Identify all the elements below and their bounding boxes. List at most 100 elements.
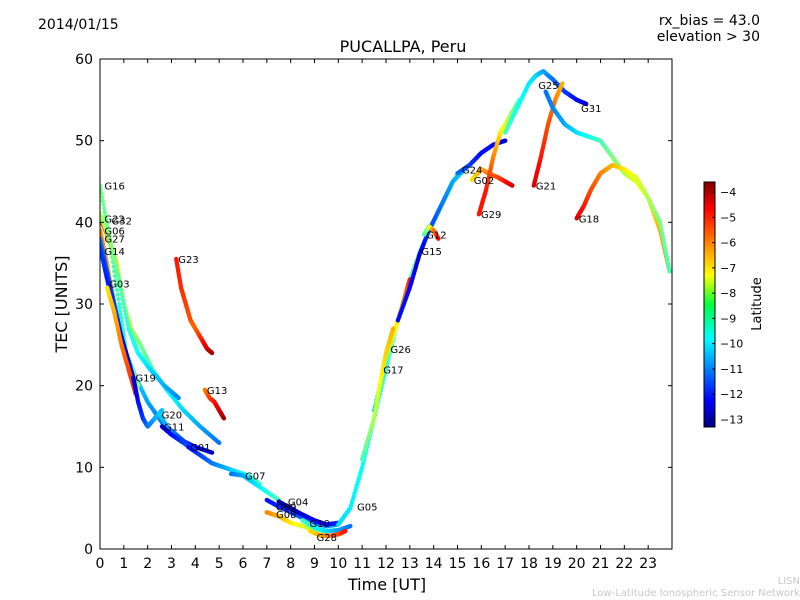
- colorbar-ticks: −4 −5 −6 −7 −8 −9 −10 −11 −12 −13: [712, 186, 743, 426]
- data-point: [221, 416, 227, 421]
- colorbar-label: Latitude: [750, 277, 765, 331]
- data-point: [662, 241, 667, 246]
- series-g01: [186, 444, 262, 486]
- x-tick-label: 10: [329, 556, 347, 572]
- series-g15: [395, 167, 467, 323]
- x-tick-label: 14: [425, 556, 443, 572]
- data-point: [100, 194, 105, 200]
- series-label: G20: [162, 410, 182, 421]
- x-tick-label: 3: [167, 556, 176, 572]
- x-tick-label: 17: [496, 556, 514, 572]
- data-point: [122, 305, 127, 310]
- data-point: [124, 315, 129, 321]
- data-point: [657, 220, 663, 225]
- series-g18: [574, 163, 672, 274]
- data-point: [118, 315, 124, 321]
- x-tick-label: 21: [592, 556, 610, 572]
- data-point: [116, 297, 121, 302]
- series-label: G31: [581, 104, 601, 115]
- x-tick-label: 5: [215, 556, 224, 572]
- y-tick-label: 50: [75, 134, 93, 150]
- data-point: [659, 227, 664, 232]
- watermark-logo-text: LISN: [777, 576, 800, 587]
- data-point: [117, 305, 122, 310]
- data-point: [510, 183, 515, 188]
- series-label: G28: [317, 533, 337, 544]
- colorbar-tick-label: −5: [720, 211, 736, 224]
- x-tick-label: 23: [639, 556, 657, 572]
- data-point: [118, 287, 124, 293]
- series-label: G13: [207, 386, 227, 397]
- y-tick-label: 60: [75, 52, 93, 68]
- data-point: [662, 244, 667, 249]
- data-point: [176, 395, 181, 401]
- data-point: [667, 269, 672, 274]
- x-tick-label: 19: [544, 556, 562, 572]
- series-g07: [228, 471, 281, 503]
- series-g03: [105, 285, 138, 396]
- series-label: G14: [104, 247, 124, 258]
- y-axis-label: TEC [UNITS]: [52, 256, 71, 354]
- colorbar: [703, 181, 716, 428]
- x-tick-label: 6: [239, 556, 248, 572]
- x-tick-label: 12: [377, 556, 395, 572]
- data-point: [102, 209, 108, 215]
- data-point: [658, 223, 663, 228]
- data-point: [360, 465, 365, 470]
- series-label: G11: [164, 423, 184, 434]
- series-g02: [469, 167, 515, 188]
- data-point: [436, 236, 441, 241]
- data-point: [343, 528, 348, 534]
- series-label: G19: [135, 374, 155, 385]
- x-tick-label: 18: [520, 556, 538, 572]
- data-point: [103, 213, 108, 219]
- series-label: G23: [178, 255, 198, 266]
- data-point: [100, 198, 105, 203]
- series-label: G03: [109, 280, 129, 291]
- series-label: G02: [474, 176, 494, 187]
- x-tick-label: 4: [191, 556, 200, 572]
- x-tick-label: 16: [472, 556, 490, 572]
- data-point: [116, 277, 122, 282]
- data-point: [100, 187, 103, 192]
- data-point: [664, 255, 670, 260]
- series-label: G16: [104, 182, 124, 193]
- y-tick-label: 30: [75, 297, 93, 313]
- series-label: G22: [104, 214, 124, 225]
- series-g10: [300, 518, 353, 534]
- series-g23: [174, 256, 215, 356]
- x-tick-label: 11: [353, 556, 371, 572]
- data-point: [118, 284, 123, 289]
- x-axis: 0 1 2 3 4 5 6 7 8 9 10 11 12 13 14 15 16 17 18 19 20 21 22 23: [96, 59, 657, 572]
- data-point: [660, 234, 665, 239]
- data-point: [115, 292, 120, 297]
- series-g21: [531, 81, 565, 188]
- data-point: [118, 312, 123, 317]
- data-point: [125, 319, 130, 324]
- x-tick-label: 1: [119, 556, 128, 572]
- series-label: G15: [421, 247, 441, 258]
- data-point: [391, 326, 396, 331]
- series-g13: [202, 387, 227, 421]
- x-tick-label: 9: [310, 556, 319, 572]
- series-label: G21: [536, 182, 556, 193]
- data-point: [117, 308, 123, 314]
- data-point: [100, 183, 103, 188]
- series-label: G07: [245, 472, 265, 483]
- series-label: G29: [481, 210, 501, 221]
- data-point: [159, 408, 165, 413]
- data-point: [125, 322, 131, 328]
- data-point: [665, 258, 670, 263]
- x-tick-label: 2: [143, 556, 152, 572]
- data-point: [121, 301, 127, 307]
- x-tick-label: 20: [568, 556, 586, 572]
- colorbar-tick-label: −6: [720, 237, 736, 250]
- rx-bias-label: rx_bias = 43.0: [658, 13, 760, 29]
- data-point: [116, 301, 122, 307]
- series-label: G17: [383, 365, 403, 376]
- y-axis: 0 10 20 30 40 50 60: [75, 52, 672, 558]
- x-tick-label: 0: [96, 556, 105, 572]
- chart-title: PUCALLPA, Peru: [339, 37, 467, 56]
